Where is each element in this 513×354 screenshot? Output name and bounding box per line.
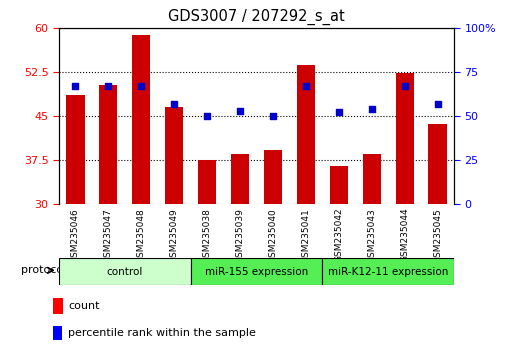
- Text: GSM235039: GSM235039: [235, 208, 245, 263]
- Bar: [428, 124, 447, 204]
- Point: [269, 113, 277, 119]
- Point: [170, 101, 179, 107]
- Text: percentile rank within the sample: percentile rank within the sample: [68, 328, 256, 338]
- Point: [302, 83, 310, 89]
- Text: GSM235040: GSM235040: [268, 208, 278, 263]
- Text: GSM235045: GSM235045: [433, 208, 442, 263]
- Text: GSM235038: GSM235038: [203, 208, 212, 263]
- Bar: [363, 154, 381, 204]
- Text: GSM235042: GSM235042: [334, 208, 343, 262]
- Bar: [191, 258, 322, 285]
- Bar: [53, 326, 62, 340]
- Text: GSM235043: GSM235043: [367, 208, 376, 263]
- Text: GSM235044: GSM235044: [400, 208, 409, 262]
- Text: GDS3007 / 207292_s_at: GDS3007 / 207292_s_at: [168, 9, 345, 25]
- Point: [71, 83, 80, 89]
- Point: [368, 106, 376, 112]
- Text: GSM235041: GSM235041: [301, 208, 310, 263]
- Point: [401, 83, 409, 89]
- Bar: [165, 107, 183, 204]
- Text: miR-K12-11 expression: miR-K12-11 expression: [328, 267, 448, 277]
- Point: [104, 83, 112, 89]
- Text: miR-155 expression: miR-155 expression: [205, 267, 308, 277]
- Text: control: control: [107, 267, 143, 277]
- Bar: [231, 154, 249, 204]
- Text: GSM235046: GSM235046: [71, 208, 80, 263]
- Point: [433, 101, 442, 107]
- Bar: [297, 65, 315, 204]
- Text: protocol: protocol: [21, 266, 66, 275]
- Bar: [198, 160, 216, 204]
- Point: [334, 110, 343, 115]
- Bar: [132, 35, 150, 204]
- Bar: [264, 150, 282, 204]
- Text: count: count: [68, 301, 100, 311]
- Text: GSM235047: GSM235047: [104, 208, 113, 263]
- Text: GSM235048: GSM235048: [137, 208, 146, 263]
- Bar: [100, 85, 117, 204]
- Point: [137, 83, 145, 89]
- Bar: [396, 73, 413, 204]
- Bar: [59, 258, 191, 285]
- Bar: [330, 166, 348, 204]
- Text: GSM235049: GSM235049: [170, 208, 179, 263]
- Bar: [322, 258, 454, 285]
- Point: [236, 108, 244, 114]
- Bar: [66, 96, 85, 204]
- Point: [203, 113, 211, 119]
- Bar: [53, 298, 63, 314]
